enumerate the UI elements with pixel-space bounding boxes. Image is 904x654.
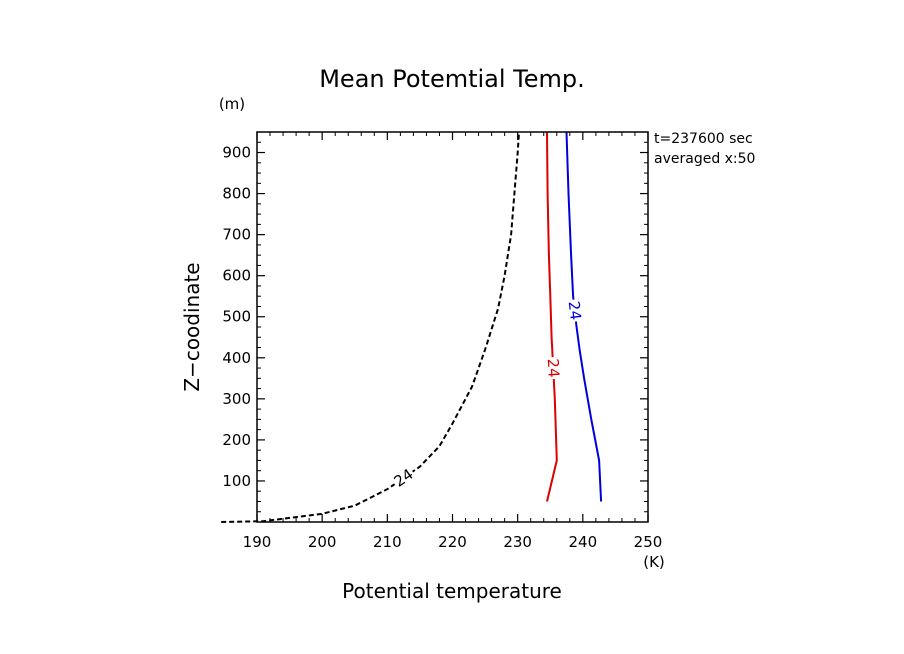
plot-frame (256, 131, 649, 523)
x-tick-label: 230 (503, 533, 532, 551)
series-label-2: 24 (565, 300, 585, 321)
axes-layer: 190 200 210 220 230 240 250 100 200 300 400 500 600 7… (222, 131, 663, 551)
series-label-1: 24 (544, 358, 563, 378)
y-tick-label: 900 (222, 144, 251, 162)
y-axis-unit: (m) (219, 95, 245, 113)
series-line-2 (565, 131, 603, 502)
y-tick-label: 500 (222, 308, 251, 326)
x-tick-label: 210 (373, 533, 402, 551)
x-axis-unit: (K) (643, 553, 665, 571)
info-line-averaged: averaged x:50 (654, 151, 755, 167)
x-tick-label: 190 (243, 533, 272, 551)
y-axis-title: Z−coodinate (180, 262, 204, 391)
series-layer (221, 131, 603, 523)
series-line-1 (546, 131, 558, 502)
x-tick-label: 200 (308, 533, 337, 551)
y-tick-label: 200 (222, 431, 251, 449)
y-tick-label: 100 (222, 472, 251, 490)
y-tick-label: 700 (222, 226, 251, 244)
x-tick-label: 240 (569, 533, 598, 551)
info-line-time: t=237600 sec (654, 131, 753, 147)
chart-title: Mean Potemtial Temp. (319, 65, 585, 93)
series-label-bg-1 (543, 356, 563, 380)
series-label-0: 24 (391, 465, 417, 491)
x-tick-label: 220 (438, 533, 467, 551)
y-tick-label: 400 (222, 349, 251, 367)
series-label-bg-0 (389, 464, 418, 492)
x-tick-label: 250 (634, 533, 663, 551)
series-line-0 (221, 131, 520, 523)
y-tick-label: 300 (222, 390, 251, 408)
y-tick-label: 600 (222, 267, 251, 285)
x-axis-title: Potential temperature (342, 579, 562, 603)
y-tick-label: 800 (222, 185, 251, 203)
series-label-bg-2 (564, 298, 585, 323)
